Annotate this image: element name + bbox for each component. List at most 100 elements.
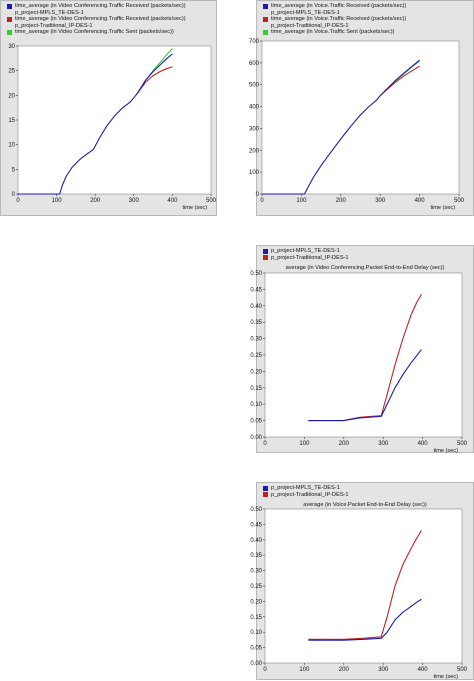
legend-entry: p_project-Traditional_IP-DES-1 (263, 492, 349, 499)
x-tick-label: 500 (206, 198, 217, 204)
chart-plot: 0 100 200 300 400 500 0 100 200 300 400 500 600 700 ti… (249, 39, 465, 211)
chart-plot: 0 100 200 300 400 500 0 5 10 15 20 25 30 time (sec) (8, 44, 217, 211)
series-line (262, 59, 420, 195)
x-tick-label: 500 (457, 667, 468, 673)
chart-panel-voice-delay: p_project-MPLS_TE-DES-1 p_project-Tradit… (250, 482, 474, 680)
x-tick-label: 0 (16, 198, 20, 204)
x-axis-label: time (sec) (430, 205, 455, 211)
legend-swatch (263, 485, 268, 491)
y-tick-label: 500 (249, 83, 260, 89)
x-tick-label: 400 (418, 667, 429, 673)
y-tick-label: 100 (249, 170, 260, 176)
series-line (308, 349, 422, 422)
y-tick-label: 300 (249, 126, 260, 132)
legend-label: time_average (in Voice.Traffic Received … (271, 3, 407, 9)
x-tick-label: 300 (375, 198, 386, 204)
x-tick-label: 100 (299, 441, 310, 447)
legend-entry: time_average (in Video Conferencing.Traf… (7, 3, 186, 10)
x-axis-label: time (sec) (433, 674, 458, 680)
y-tick-label: 0.00 (250, 661, 262, 667)
y-tick-label: 10 (8, 143, 15, 149)
legend-entry: time_average (in Voice.Traffic Received … (263, 16, 406, 23)
legend-label: p_project-Traditional_IP-DES-1 (271, 491, 349, 498)
x-tick-label: 100 (52, 198, 63, 204)
legend: time_average (in Video Conferencing.Traf… (7, 3, 186, 36)
legend: p_project-MPLS_TE-DES-1 p_project-Tradit… (263, 248, 349, 261)
legend-swatch (263, 255, 268, 261)
legend-entry: p_project-Traditional_IP-DES-1 (263, 23, 406, 30)
y-tick-label: 30 (8, 44, 15, 50)
plot-area (264, 508, 463, 664)
x-tick-label: 500 (454, 198, 465, 204)
series-line (308, 598, 422, 641)
y-tick-label: 0.30 (250, 569, 262, 575)
y-tick-label: 0.15 (250, 386, 262, 392)
y-tick-label: 0.45 (250, 287, 262, 293)
series-line (18, 53, 173, 195)
legend-entry: p_project-MPLS_TE-DES-1 (263, 248, 349, 255)
x-tick-label: 300 (378, 667, 389, 673)
x-tick-label: 200 (336, 198, 347, 204)
legend-swatch (7, 3, 12, 9)
y-tick-label: 0.05 (250, 646, 262, 652)
y-tick-label: 0.40 (250, 304, 262, 310)
legend-entry: p_project-Traditional_IP-DES-1 (263, 255, 349, 262)
y-tick-label: 0.50 (250, 507, 262, 513)
x-tick-label: 0 (260, 198, 264, 204)
y-tick-label: 0.25 (250, 353, 262, 359)
chart-panel-voice-traffic: time_average (in Voice.Traffic Received … (249, 0, 474, 216)
legend-entry: time_average (in Voice.Traffic Received … (263, 3, 406, 10)
legend-entry: p_project-Traditional_IP-DES-1 (7, 23, 186, 30)
legend-label: p_project-Traditional_IP-DES-1 (271, 254, 349, 261)
legend-swatch (263, 3, 268, 9)
chart-panel-video-delay: p_project-MPLS_TE-DES-1 p_project-Tradit… (250, 245, 474, 454)
series-line (308, 530, 422, 640)
y-tick-label: 0.10 (250, 630, 262, 636)
chart-title: average (in Video Conferencing.Packet En… (285, 265, 445, 271)
x-tick-label: 400 (418, 441, 429, 447)
y-tick-label: 0.15 (250, 615, 262, 621)
legend-label: p_project-MPLS_TE-DES-1 (15, 9, 84, 16)
x-tick-label: 400 (415, 198, 426, 204)
y-tick-label: 0.05 (250, 419, 262, 425)
legend-label: p_project-MPLS_TE-DES-1 (271, 485, 340, 491)
x-tick-label: 500 (457, 441, 468, 447)
x-tick-label: 300 (378, 441, 389, 447)
x-tick-label: 100 (296, 198, 307, 204)
y-tick-label: 400 (249, 105, 260, 111)
legend-swatch (7, 30, 12, 36)
legend-swatch (263, 30, 268, 36)
chart-title: average (in Voice.Packet End-to-End Dela… (303, 502, 427, 508)
y-tick-label: 0.50 (250, 271, 262, 277)
y-tick-label: 0.30 (250, 337, 262, 343)
x-tick-label: 200 (90, 198, 101, 204)
legend: p_project-MPLS_TE-DES-1 p_project-Tradit… (263, 485, 349, 498)
legend-label: p_project-MPLS_TE-DES-1 (271, 9, 340, 16)
legend-entry: p_project-MPLS_TE-DES-1 (263, 485, 349, 492)
y-tick-label: 200 (249, 148, 260, 154)
x-tick-label: 200 (339, 441, 350, 447)
legend-label: p_project-Traditional_IP-DES-1 (271, 22, 349, 29)
y-tick-label: 25 (8, 69, 15, 75)
legend-entry: time_average (in Video Conferencing.Traf… (7, 16, 186, 23)
legend-swatch (263, 16, 268, 22)
legend: time_average (in Voice.Traffic Received … (263, 3, 406, 36)
y-tick-label: 0.40 (250, 538, 262, 544)
y-tick-label: 0.25 (250, 584, 262, 590)
x-axis-label: time (sec) (182, 205, 207, 211)
y-tick-label: 0.35 (250, 320, 262, 326)
y-tick-label: 0.20 (250, 369, 262, 375)
y-tick-label: 0 (12, 192, 16, 198)
x-tick-label: 100 (299, 667, 310, 673)
y-tick-label: 0.00 (250, 435, 262, 441)
y-tick-label: 20 (8, 93, 15, 99)
plot-area (264, 272, 463, 438)
legend-swatch (7, 16, 12, 22)
y-tick-label: 0.35 (250, 553, 262, 559)
chart-panel-video-traffic: time_average (in Video Conferencing.Traf… (0, 0, 217, 216)
legend-swatch (263, 492, 268, 498)
legend-label: time_average (in Voice.Traffic Sent (pac… (271, 29, 395, 36)
legend-label: time_average (in Video Conferencing.Traf… (15, 16, 186, 23)
x-tick-label: 300 (129, 198, 140, 204)
y-tick-label: 15 (8, 118, 15, 124)
